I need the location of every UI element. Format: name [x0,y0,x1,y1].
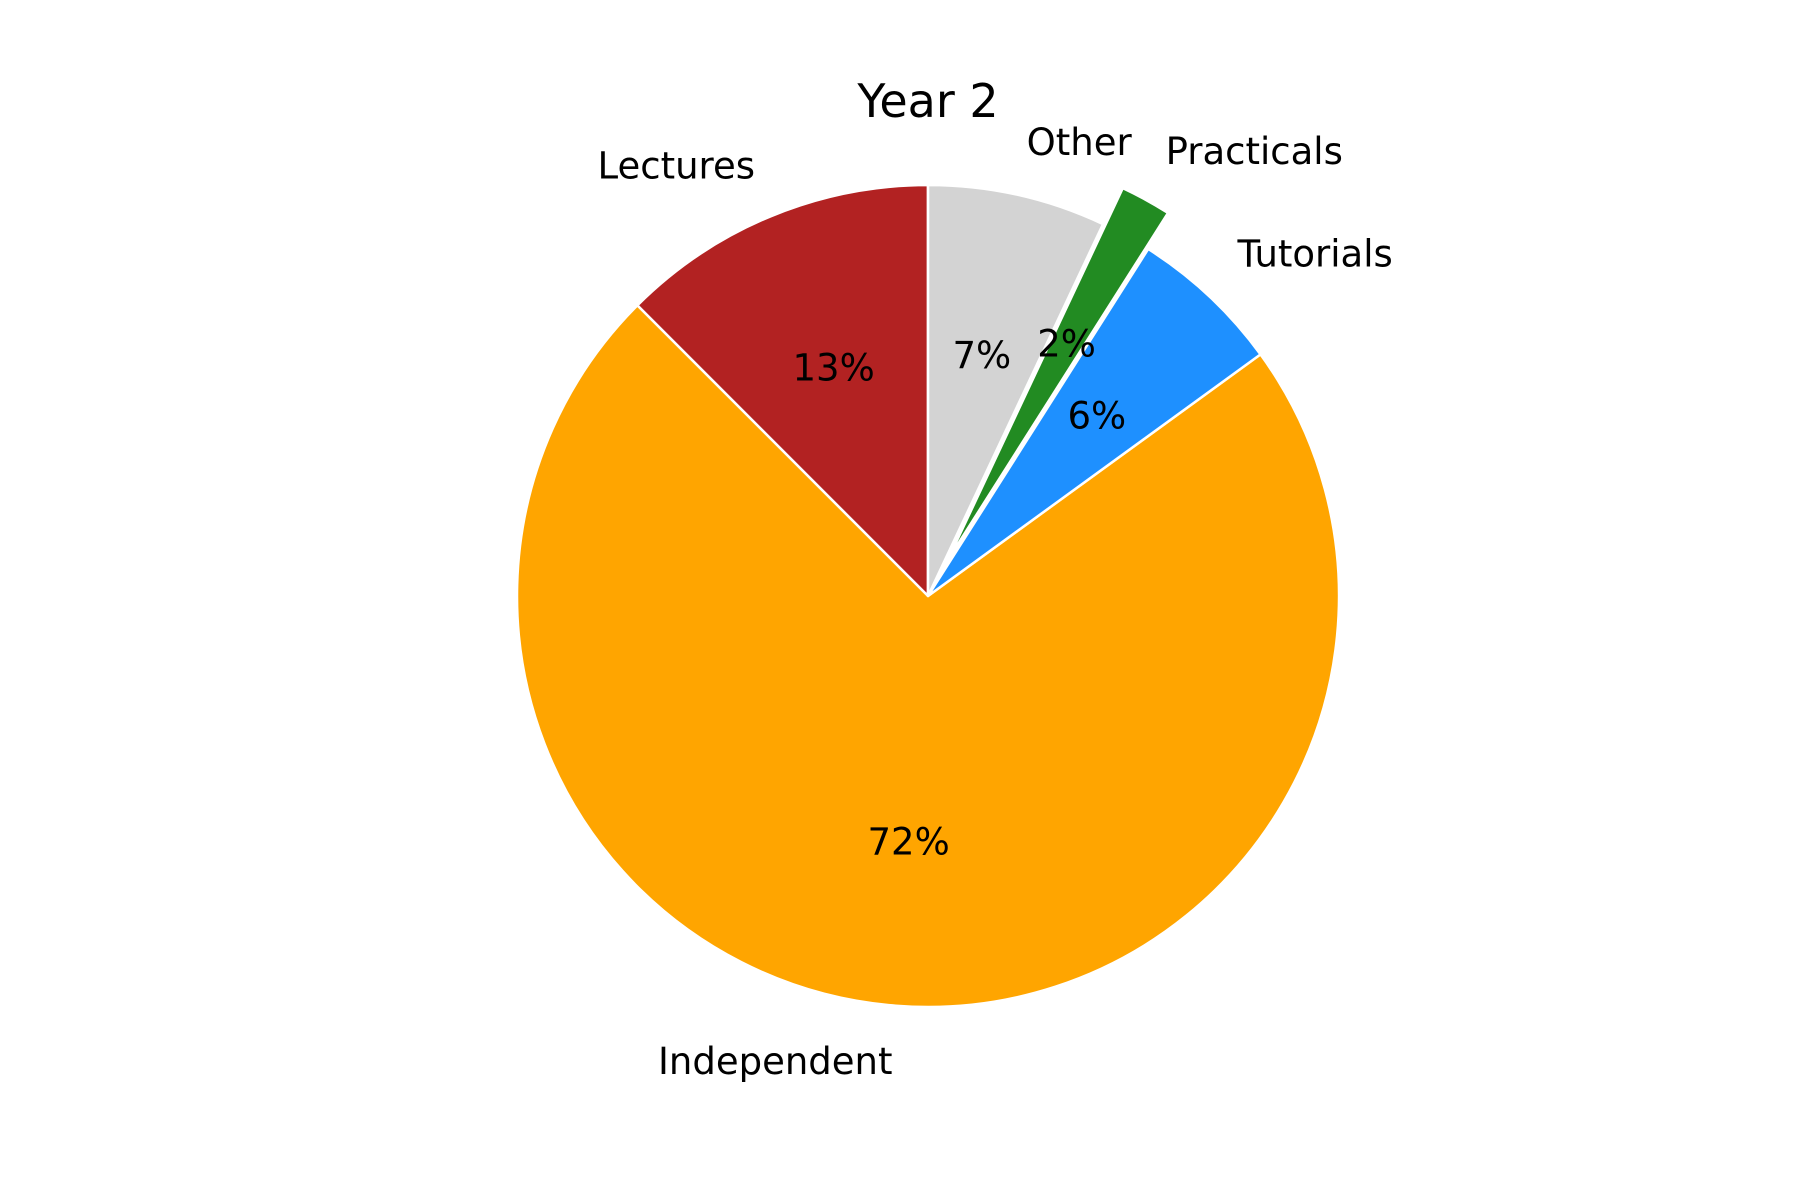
slice-label-lectures: Lectures [598,144,755,187]
slice-percent-tutorials: 6% [1067,395,1126,438]
slice-percent-lectures: 13% [793,347,875,390]
pie-slice-tutorials [926,247,1262,598]
pie-slice-practicals [946,186,1170,562]
pie-slice-other [926,183,1105,598]
slice-label-tutorials: Tutorials [1236,232,1392,275]
slice-label-practicals: Practicals [1166,130,1343,173]
labels-layer: Lectures 13% Independent 72% Tutorials 6% Prac… [598,121,1393,1083]
pie-slice-lectures [636,183,930,598]
slices-layer [515,183,1341,1009]
slice-label-other: Other [1027,121,1133,164]
slice-percent-independent: 72% [868,820,950,863]
slice-percent-practicals: 2% [1037,322,1096,365]
slice-label-independent: Independent [658,1040,893,1083]
pie-slice-independent [515,304,1341,1009]
slice-percent-other: 7% [952,334,1011,377]
chart-title: Year 2 [856,74,998,128]
